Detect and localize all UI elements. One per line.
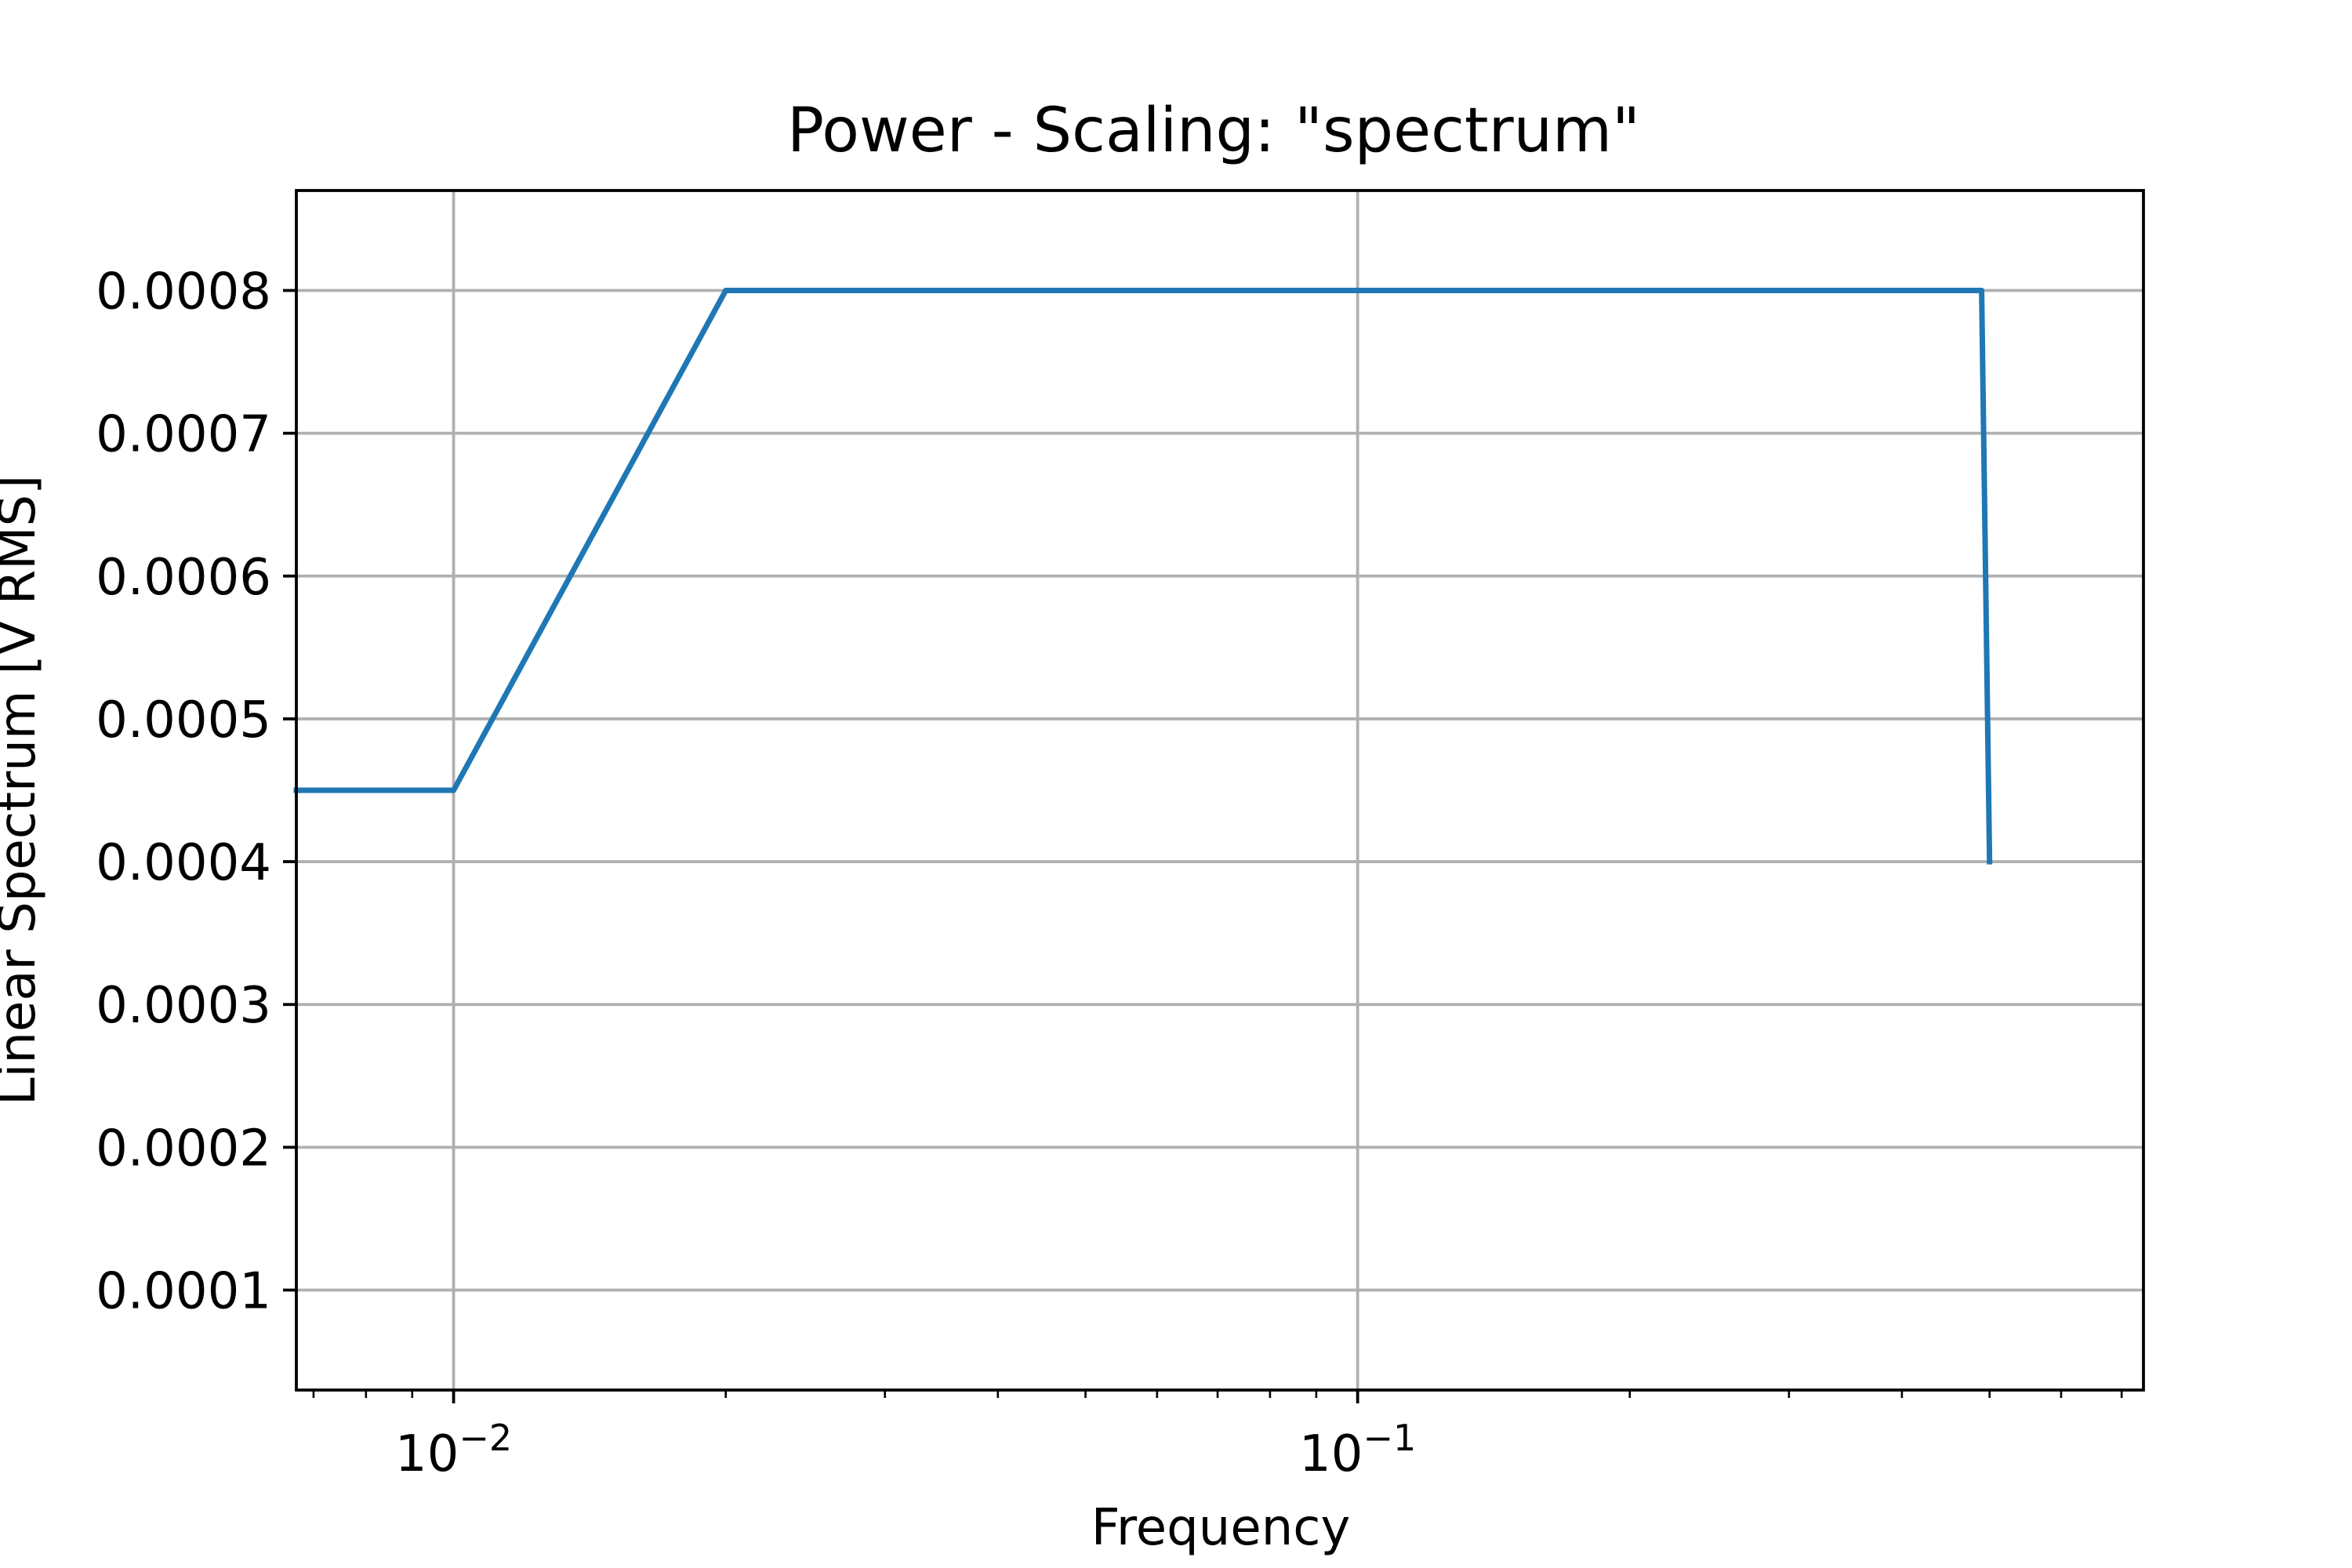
y-tick-label: 0.0007 xyxy=(96,406,271,464)
y-tick-label: 0.0004 xyxy=(96,834,271,892)
grid-lines xyxy=(296,191,2143,1390)
y-tick-label: 0.0005 xyxy=(96,691,271,750)
y-axis-label: Linear Spectrum [V RMS] xyxy=(0,475,47,1105)
x-tick-label: 10−1 xyxy=(1299,1417,1416,1483)
plot-frame xyxy=(295,189,2145,1392)
y-tick-label: 0.0008 xyxy=(96,263,271,321)
axis-ticks: 0.0001 0.0002 0.0003 0.0004 0.0005 0.0006 0.00… xyxy=(96,263,2123,1483)
y-tick-label: 0.0003 xyxy=(96,977,271,1035)
x-axis-label: Frequency xyxy=(1091,1499,1351,1557)
y-tick-label: 0.0001 xyxy=(96,1263,271,1321)
series-layer xyxy=(293,288,1993,865)
y-tick-label: 0.0006 xyxy=(96,549,271,607)
x-tick-label: 10−2 xyxy=(395,1417,512,1483)
y-tick-label: 0.0002 xyxy=(96,1120,271,1178)
series-line xyxy=(293,288,1993,865)
chart-title: Power - Scaling: "spectrum" xyxy=(787,96,1640,166)
